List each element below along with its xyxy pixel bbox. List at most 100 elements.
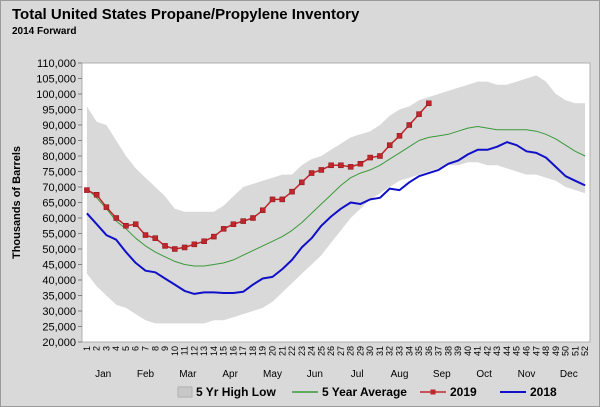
y-tick-label: 85,000 [42,136,76,148]
x-tick-label: 40 [463,346,473,356]
month-label: Jul [351,369,364,380]
y-tick-label: 20,000 [42,337,76,349]
x-tick-label: 44 [502,346,512,356]
legend-label-2018: 2018 [530,385,557,399]
y-tick-label: 75,000 [42,167,76,179]
x-tick-label: 27 [336,346,346,356]
series-2019-point [289,188,295,195]
x-tick-label: 20 [268,346,278,356]
x-tick-label: 21 [277,346,287,356]
series-2019-point [162,243,168,249]
x-tick-label: 12 [189,346,199,356]
y-tick-label: 105,000 [36,74,76,86]
x-tick-label: 14 [209,346,219,356]
month-label: Jun [307,369,323,380]
y-tick-label: 95,000 [42,105,76,117]
x-tick-label: 30 [365,346,375,356]
month-label: Sep [433,369,451,380]
x-tick-label: 33 [395,346,405,356]
series-2019-point [152,235,159,241]
series-2019-point [230,221,237,227]
x-tick-label: 28 [346,346,356,356]
series-2019-point [406,122,413,128]
y-tick-label: 35,000 [42,291,76,303]
series-2019-point [93,192,100,198]
month-label: Mar [179,369,197,380]
series-2019-point [103,204,110,210]
month-label: Feb [137,369,155,380]
x-tick-label: 6 [131,346,141,351]
series-2019-point [318,167,325,173]
y-tick-label: 90,000 [42,120,76,132]
x-tick-label: 9 [160,346,170,351]
x-tick-label: 51 [570,346,580,356]
x-tick-label: 29 [355,346,365,356]
series-2019-point [142,232,149,238]
series-2019-point [211,233,217,240]
x-tick-label: 43 [492,346,502,356]
series-2019-point [338,162,344,169]
month-label: May [263,369,282,380]
series-2019-point [328,162,334,169]
legend-label-average: 5 Year Average [322,385,407,399]
x-tick-label: 19 [258,346,268,356]
x-tick-label: 23 [297,346,307,356]
y-tick-label: 80,000 [42,151,76,163]
x-tick-label: 8 [150,346,160,351]
x-tick-label: 37 [434,346,444,356]
x-tick-label: 32 [385,346,395,356]
x-tick-label: 52 [580,346,590,356]
x-tick-label: 4 [111,346,121,351]
legend-marker-2019 [430,389,436,395]
legend-swatch-band [177,386,193,398]
x-tick-label: 24 [307,346,317,356]
series-2019-point [367,154,373,161]
x-tick-label: 17 [238,346,248,356]
y-tick-label: 50,000 [42,244,76,256]
y-tick-label: 45,000 [42,260,76,272]
y-tick-label: 40,000 [42,275,76,287]
chart-subtitle: 2014 Forward [12,26,77,37]
x-tick-label: 18 [248,346,258,356]
x-tick-label: 11 [180,346,190,355]
series-2019-point [386,142,393,148]
x-tick-label: 36 [424,346,434,356]
x-tick-label: 13 [199,346,209,356]
series-2019-point [269,196,276,203]
x-tick-label: 22 [287,346,297,356]
series-2019-point [416,111,422,117]
series-2019-point [299,179,305,186]
series-2019-point [308,170,315,176]
series-2019-point [377,153,383,159]
series-2019-point [201,238,207,244]
series-5yr-high-low-band [86,75,586,324]
x-tick-label: 35 [414,346,424,356]
x-tick-label: 7 [141,346,151,351]
month-label: Dec [560,369,578,380]
series-5-year-average-line [86,126,586,267]
legend-label-2019: 2019 [450,385,477,399]
x-tick-label: 10 [170,346,180,356]
x-tick-label: 25 [316,346,326,356]
y-tick-label: 110,000 [37,58,76,70]
x-tick-label: 49 [551,346,561,356]
x-tick-label: 42 [482,346,492,356]
y-tick-label: 65,000 [42,198,76,210]
series-2019-point [396,133,403,139]
x-tick-label: 47 [531,346,541,356]
x-tick-label: 15 [219,346,229,356]
x-tick-label: 16 [228,346,238,356]
y-tick-label: 25,000 [42,322,76,334]
y-tick-label: 30,000 [42,306,76,318]
series-2019-point [84,187,90,193]
series-2019-point [357,161,364,167]
y-tick-label: 55,000 [42,229,76,241]
x-tick-label: 34 [404,346,414,356]
y-tick-label: 100,000 [36,89,76,101]
series-2019-point [240,218,246,224]
x-tick-label: 50 [561,346,571,356]
month-label: Apr [222,369,238,380]
chart-title: Total United States Propane/Propylene In… [12,6,360,23]
x-tick-label: 46 [522,346,532,356]
month-label: Jan [95,369,111,380]
